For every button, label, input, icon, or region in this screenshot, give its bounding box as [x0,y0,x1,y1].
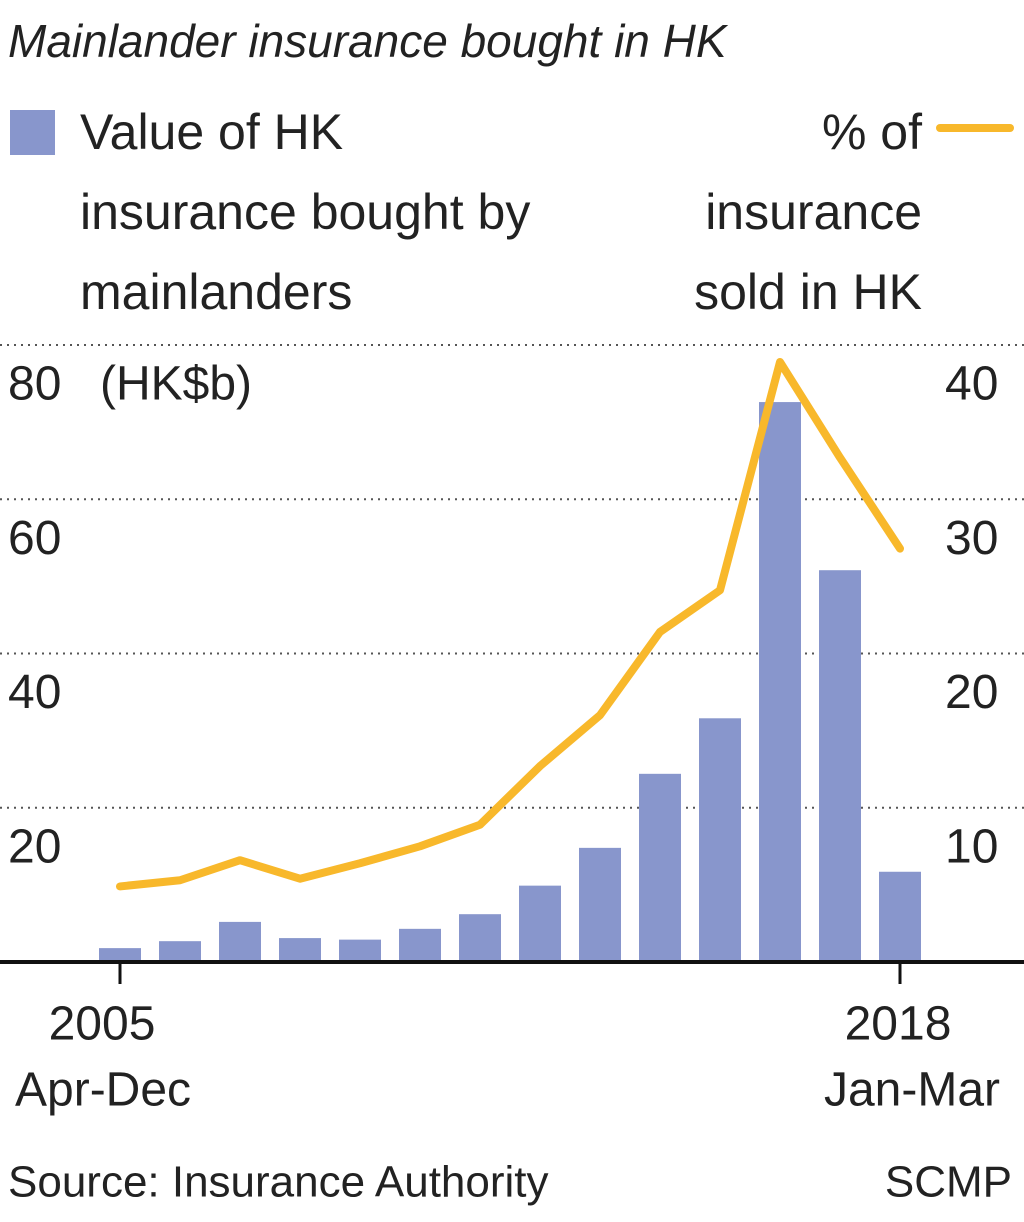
legend-line: % of insurance sold in HK [694,104,922,320]
bar [339,939,381,962]
x-tick-label: 2005 [49,998,156,1051]
bar [699,718,741,962]
bar [219,921,261,962]
y2-tick-label: 40 [945,358,998,411]
source: Source: Insurance Authority [8,1158,549,1207]
y-tick-label: 20 [8,820,61,873]
y2-tick-label: 10 [945,820,998,873]
y-tick-label: 60 [8,512,61,565]
bar [759,402,801,962]
y-axis-label: (HK$b) [100,358,252,411]
bar [579,847,621,962]
bar [519,885,561,962]
x-tick-sublabel: Apr-Dec [15,1064,191,1117]
line [116,357,904,891]
bar [279,938,321,962]
bar [819,570,861,962]
legend-swatch-bar [10,110,55,155]
y-tick-label: 40 [8,666,61,719]
bar [879,871,921,962]
chart-title: Mainlander insurance bought in HK [8,15,729,67]
bar [99,948,141,962]
legend-bar: Value of HK insurance bought by mainland… [80,104,531,320]
y2-tick-label: 30 [945,512,998,565]
y2-tick-label: 20 [945,666,998,719]
credit: SCMP [885,1158,1012,1207]
bar [639,773,681,962]
x-tick-sublabel: Jan-Mar [824,1064,1000,1117]
y-tick-label: 80 [8,358,61,411]
bar [159,941,201,962]
x-tick-label: 2018 [845,998,952,1051]
bar [399,928,441,962]
bar [459,914,501,962]
